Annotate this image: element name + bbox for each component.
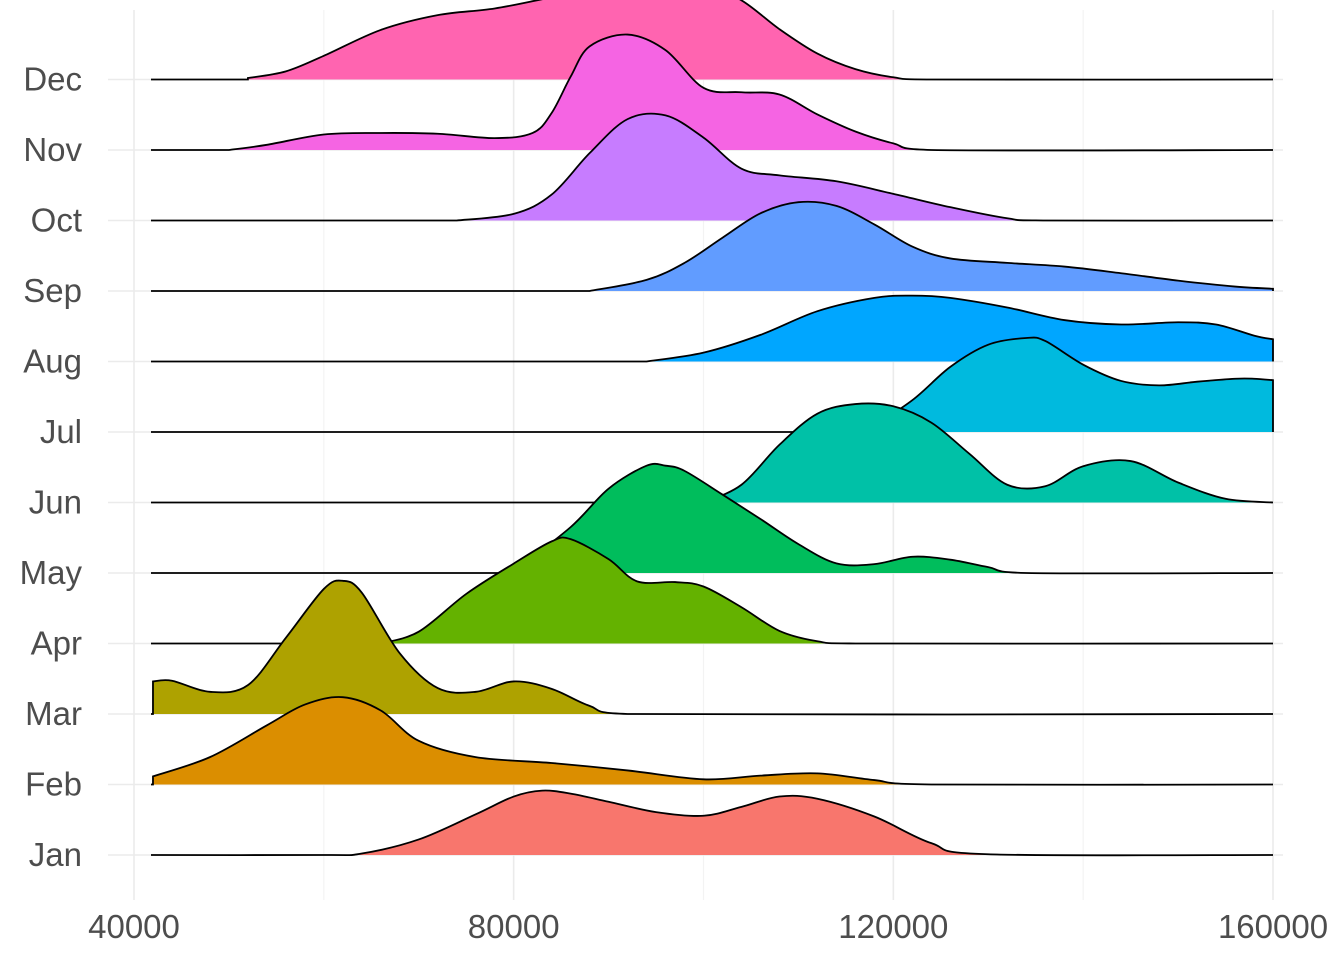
ridge-aug (151, 294, 1274, 363)
y-axis-labels: Jan Feb Mar Apr May Jun Jul Aug Sep Oct Nov Dec (20, 61, 83, 874)
x-axis-labels: 40000 80000 120000 160000 (88, 908, 1328, 945)
ridge-apr (151, 536, 1274, 645)
x-tick-label: 160000 (1218, 908, 1328, 945)
x-tick-label: 120000 (838, 908, 948, 945)
ridge-area-feb (152, 697, 1274, 785)
ridge-feb (151, 696, 1274, 786)
ridge-outline-feb (151, 696, 1274, 786)
ridge-outline-dec (151, 0, 1274, 81)
x-tick-label: 80000 (468, 908, 560, 945)
ridges (151, 0, 1274, 857)
y-tick-label: Jun (29, 484, 82, 521)
y-tick-label: Feb (25, 766, 82, 803)
ridge-area-jan (152, 790, 1274, 856)
ridge-area-oct (456, 113, 1274, 221)
ridge-outline-sep (151, 200, 1274, 292)
y-tick-label: May (20, 554, 83, 591)
ridge-outline-aug (151, 294, 1274, 363)
ridge-area-nov (228, 34, 1273, 151)
ridge-dec (151, 0, 1274, 81)
y-tick-label: Sep (23, 272, 82, 309)
ridge-area-apr (380, 537, 1273, 644)
y-tick-label: Dec (23, 61, 82, 98)
ridge-outline-jan (151, 789, 1274, 857)
ridge-jul (151, 336, 1274, 433)
ridge-area-may (513, 463, 1273, 574)
ridge-outline-jul (151, 336, 1274, 433)
ridge-area-mar (152, 580, 1274, 715)
ridge-outline-nov (151, 33, 1274, 152)
ridge-outline-mar (151, 579, 1274, 716)
ridge-area-dec (247, 0, 1273, 80)
y-tick-label: Jan (29, 836, 82, 873)
ridge-oct (151, 112, 1274, 222)
ridge-jun (151, 402, 1274, 504)
y-tick-label: Apr (31, 625, 82, 662)
y-tick-label: Nov (23, 131, 82, 168)
ridge-nov (151, 33, 1274, 152)
ridge-may (151, 462, 1274, 575)
ridge-outline-oct (151, 112, 1274, 222)
ridge-area-aug (646, 295, 1273, 362)
y-tick-label: Mar (25, 695, 82, 732)
ridge-mar (151, 579, 1274, 716)
x-tick-label: 40000 (88, 908, 180, 945)
ridge-sep (151, 200, 1274, 292)
ridge-area-jun (703, 403, 1273, 503)
ridge-area-sep (589, 201, 1273, 291)
ridge-outline-apr (151, 536, 1274, 645)
ridge-outline-may (151, 462, 1274, 575)
y-tick-label: Oct (31, 202, 82, 239)
ridge-jan (151, 789, 1274, 857)
y-tick-label: Jul (40, 413, 82, 450)
ridge-area-jul (864, 337, 1273, 432)
ridge-outline-jun (151, 402, 1274, 504)
y-tick-label: Aug (23, 343, 82, 380)
